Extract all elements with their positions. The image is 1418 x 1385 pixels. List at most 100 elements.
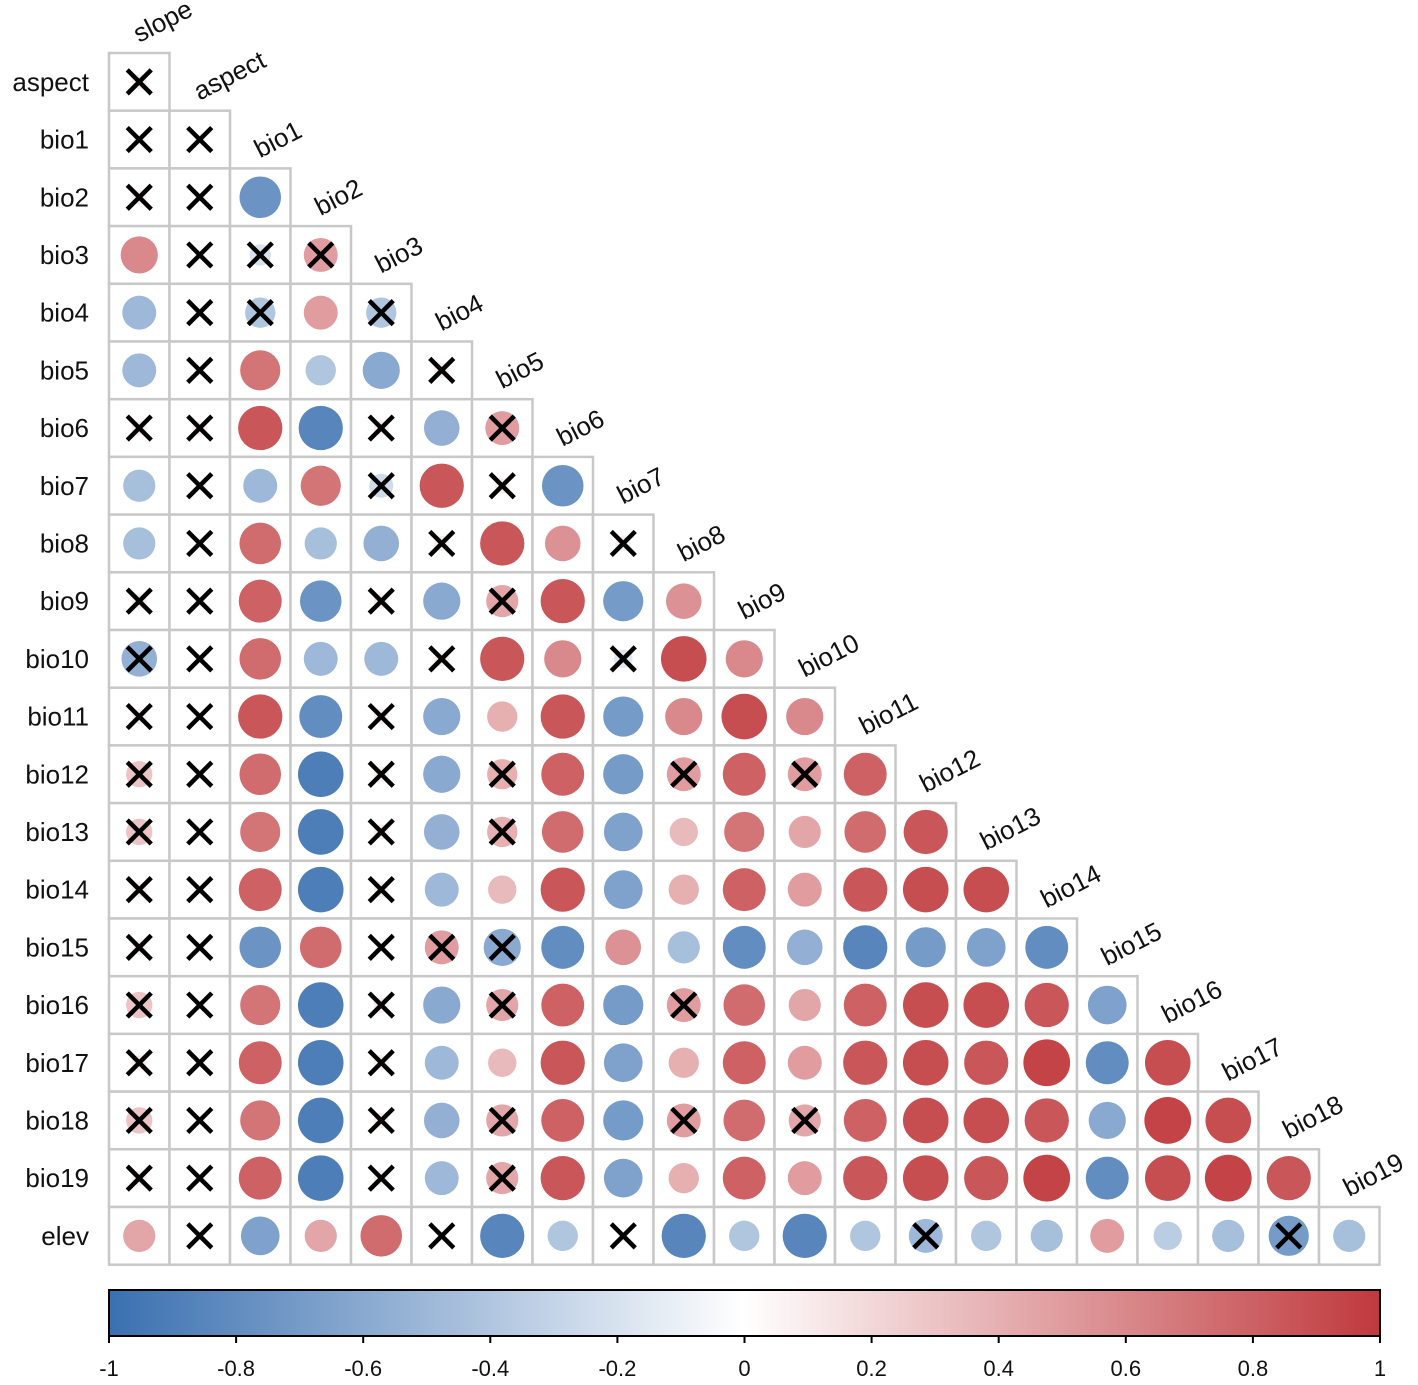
nonsignificant-mark-bio18-bio5	[488, 1106, 516, 1135]
row-label-aspect: aspect	[12, 67, 89, 97]
colorbar-tick-label: 0.2	[856, 1356, 887, 1381]
corr-circle-bio11-bio9	[721, 693, 768, 740]
corr-circle-bio9-bio6	[540, 579, 585, 624]
corr-circle-bio19-bio12	[902, 1155, 949, 1201]
corr-circle-bio14-bio5	[488, 875, 517, 904]
corr-circle-bio19-bio4	[424, 1161, 459, 1196]
corr-circle-bio13-bio1	[240, 811, 281, 853]
row-labels: aspect bio1 bio2 bio3 bio4 bio5 bio6 bio7 bio8 bi…	[12, 67, 89, 1251]
corr-circle-bio19-bio6	[540, 1156, 585, 1201]
corr-circle-bio10-bio5	[480, 636, 525, 681]
corr-circle-bio16-bio15	[1087, 985, 1127, 1025]
nonsignificant-mark-elev-bio12	[912, 1222, 940, 1250]
corr-circle-bio19-bio9	[722, 1156, 766, 1200]
corr-circle-bio17-bio12	[902, 1039, 949, 1086]
corr-circle-bio10-bio2	[303, 641, 338, 676]
nonsignificant-mark-bio6-aspect	[186, 414, 214, 442]
nonsignificant-mark-bio8-aspect	[186, 529, 214, 558]
corr-circle-bio10-bio6	[544, 640, 582, 678]
corr-circle-bio18-bio15	[1088, 1101, 1126, 1140]
corr-circle-bio11-bio2	[299, 695, 343, 739]
row-label-bio15: bio15	[25, 932, 89, 962]
nonsignificant-mark-bio9-bio3	[367, 587, 395, 615]
colorbar-tick-label: 0.6	[1111, 1356, 1142, 1381]
corr-circle-bio11-bio7	[603, 696, 644, 737]
row-label-bio5: bio5	[40, 355, 89, 385]
corr-circle-bio18-bio1	[240, 1100, 281, 1141]
corr-circle-elev-bio3	[360, 1215, 403, 1257]
row-label-bio13: bio13	[25, 817, 89, 847]
nonsignificant-mark-elev-bio7	[609, 1222, 637, 1250]
nonsignificant-mark-bio1-aspect	[186, 125, 214, 154]
nonsignificant-mark-bio16-bio3	[367, 991, 395, 1019]
corr-circle-elev-bio10	[782, 1213, 827, 1258]
correlation-grid	[107, 51, 1381, 1266]
corr-circle-bio14-bio11	[843, 867, 888, 912]
corr-circle-bio17-bio6	[540, 1040, 585, 1085]
colorbar-tick-label: 0	[738, 1356, 750, 1381]
colorbar-tick-label: -1	[99, 1356, 119, 1381]
colorbar-tick-label: 0.4	[983, 1356, 1014, 1381]
corr-circle-bio7-bio4	[419, 463, 464, 508]
corr-circle-bio11-bio5	[487, 701, 518, 732]
corr-circle-bio2-bio1	[239, 176, 282, 219]
nonsignificant-mark-bio15-slope	[125, 933, 153, 961]
nonsignificant-mark-bio15-bio4	[428, 933, 456, 961]
colorbar-tick-label: -0.2	[598, 1356, 636, 1381]
corr-circle-bio12-bio6	[541, 752, 585, 796]
corr-circle-bio15-bio12	[905, 927, 946, 968]
corr-circle-bio6-bio1	[238, 405, 283, 451]
corr-circle-elev-bio5	[480, 1213, 525, 1258]
corr-circle-elev-bio13	[971, 1220, 1002, 1252]
nonsignificant-mark-bio13-slope	[125, 818, 153, 846]
corr-circle-bio10-bio8	[660, 636, 707, 682]
corr-circle-bio10-bio3	[364, 641, 399, 676]
corr-circle-bio15-bio1	[239, 926, 282, 969]
nonsignificant-mark-bio2-aspect	[186, 183, 214, 211]
corr-circle-bio5-slope	[122, 353, 157, 388]
nonsignificant-mark-bio16-bio8	[670, 991, 698, 1019]
nonsignificant-mark-elev-bio18	[1275, 1222, 1303, 1250]
nonsignificant-mark-bio16-slope	[125, 991, 153, 1019]
corr-circle-bio17-bio15	[1085, 1041, 1129, 1085]
col-label-bio8: bio8	[673, 519, 730, 568]
corr-circle-bio4-slope	[122, 295, 157, 330]
corr-circle-bio17-bio10	[787, 1045, 822, 1080]
nonsignificant-mark-bio17-aspect	[186, 1049, 214, 1077]
corr-circle-bio18-bio17	[1205, 1097, 1252, 1144]
nonsignificant-mark-bio3-aspect	[186, 241, 214, 269]
nonsignificant-mark-bio19-slope	[125, 1164, 153, 1192]
corr-circle-bio18-bio12	[902, 1097, 949, 1144]
corr-circle-bio7-slope	[123, 469, 156, 502]
nonsignificant-mark-bio19-bio5	[488, 1164, 516, 1192]
col-label-bio9: bio9	[733, 576, 790, 625]
nonsignificant-mark-bio12-bio3	[367, 760, 395, 788]
nonsignificant-mark-bio2-slope	[125, 183, 153, 211]
nonsignificant-mark-bio15-bio3	[367, 933, 395, 961]
corr-circle-bio13-bio6	[541, 811, 584, 853]
corr-circle-bio15-bio14	[1025, 925, 1069, 969]
corr-circle-bio14-bio9	[722, 868, 766, 912]
corr-circle-bio12-bio1	[239, 753, 282, 796]
nonsignificant-mark-bio12-bio10	[791, 760, 819, 788]
nonsignificant-mark-bio15-bio5	[488, 933, 516, 961]
corr-circle-bio18-bio2	[297, 1097, 344, 1144]
corr-circle-bio16-bio11	[843, 983, 887, 1027]
col-label-bio14: bio14	[1036, 858, 1106, 914]
nonsignificant-mark-bio5-bio4	[428, 356, 456, 384]
nonsignificant-mark-bio3-bio2	[307, 241, 335, 269]
row-label-bio1: bio1	[40, 125, 89, 155]
row-label-bio3: bio3	[40, 240, 89, 270]
corr-circle-bio11-bio1	[238, 694, 283, 739]
corr-circle-bio4-bio2	[303, 295, 338, 330]
nonsignificant-mark-bio7-bio3	[367, 472, 395, 500]
nonsignificant-mark-bio12-bio5	[488, 760, 516, 788]
corr-circle-bio9-bio4	[423, 582, 461, 620]
col-label-bio15: bio15	[1096, 916, 1166, 972]
corr-circle-bio17-bio11	[843, 1040, 888, 1085]
corr-circle-bio14-bio10	[787, 872, 822, 907]
col-label-bio16: bio16	[1157, 974, 1227, 1030]
row-label-elev: elev	[41, 1221, 89, 1251]
nonsignificant-mark-bio10-slope	[125, 645, 153, 673]
nonsignificant-mark-bio12-slope	[125, 760, 153, 788]
